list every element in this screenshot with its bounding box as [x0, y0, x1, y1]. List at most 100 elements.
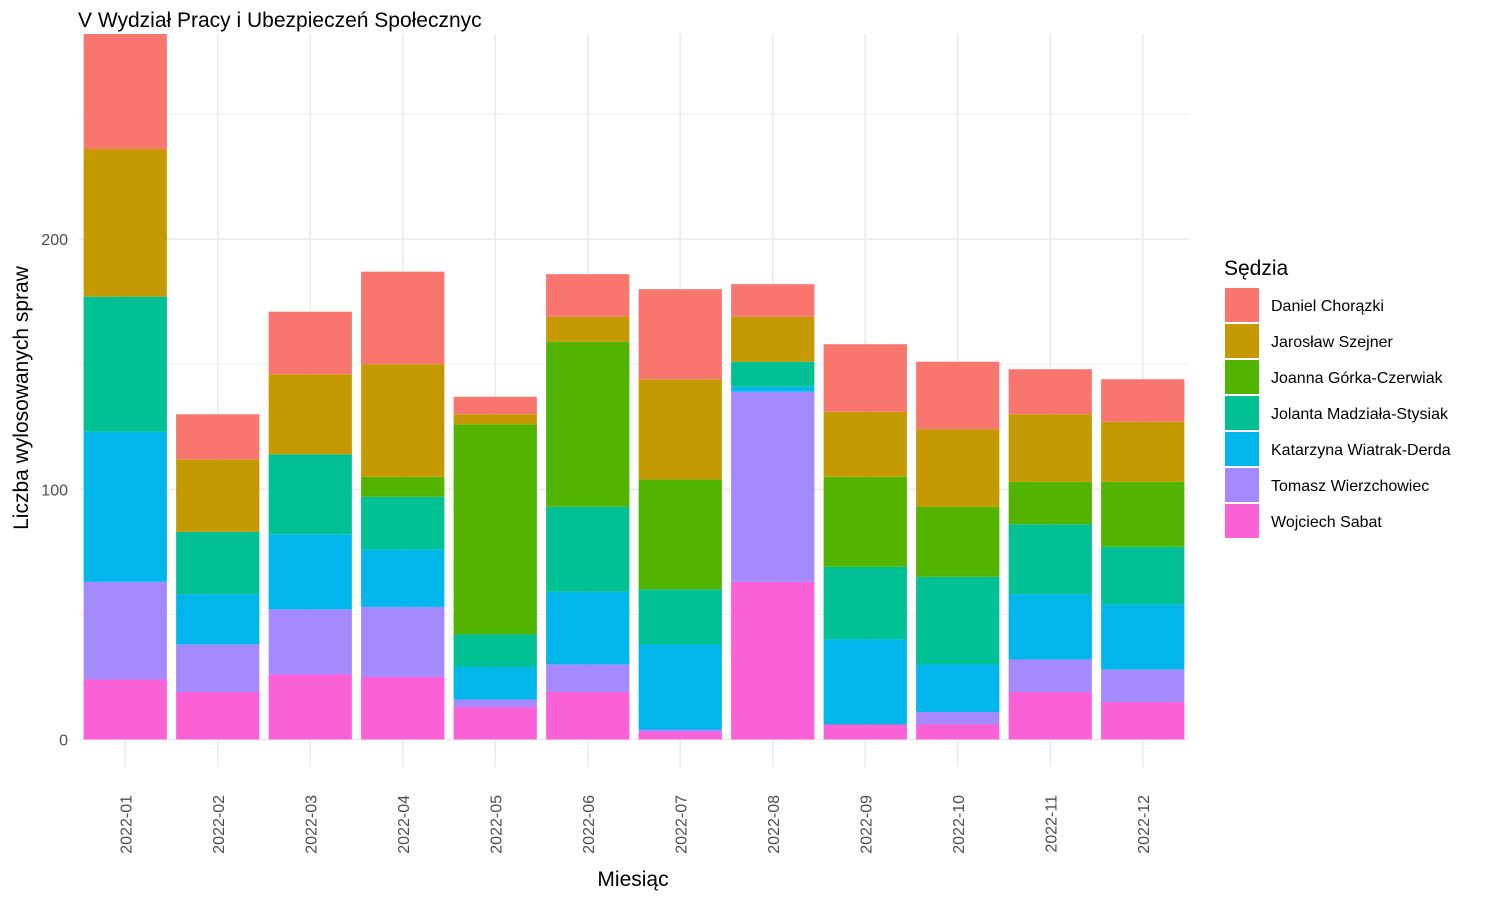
- bar-segment: [176, 594, 260, 645]
- legend-label: Katarzyna Wiatrak-Derda: [1271, 442, 1451, 459]
- bar-segment: [823, 639, 907, 725]
- x-tick-label: 2022-11: [1043, 795, 1060, 853]
- bar-segment: [1101, 604, 1185, 670]
- bar-segment: [453, 396, 537, 415]
- bar-segment: [638, 644, 722, 730]
- bar-segment: [1008, 659, 1092, 692]
- legend-swatch: [1225, 324, 1259, 358]
- bar-segment: [361, 271, 445, 365]
- bar-segment: [268, 609, 352, 675]
- x-tick-label: 2022-02: [211, 795, 228, 854]
- bar-segment: [638, 479, 722, 590]
- bar-segment: [268, 674, 352, 740]
- bar-segment: [546, 664, 630, 692]
- legend-swatch: [1225, 360, 1259, 394]
- legend-label: Tomasz Wierzchowiec: [1271, 478, 1429, 495]
- bar-segment: [731, 386, 815, 392]
- bar-segment: [83, 149, 167, 297]
- legend-swatch: [1225, 468, 1259, 502]
- bar-segment: [268, 311, 352, 375]
- x-tick-label: 2022-08: [766, 795, 783, 854]
- bar-segment: [176, 531, 260, 595]
- bar-segment: [83, 296, 167, 432]
- y-tick-label: 0: [59, 732, 68, 749]
- legend-label: Wojciech Sabat: [1271, 514, 1382, 531]
- bar-segment: [453, 666, 537, 700]
- x-tick-label: 2022-01: [118, 795, 135, 854]
- legend: Sędzia Daniel Chorązki Jarosław Szejner Jo…: [1224, 257, 1451, 538]
- bar-segment: [638, 729, 722, 732]
- y-tick-label: 100: [41, 482, 68, 499]
- bar-segment: [731, 316, 815, 362]
- bar-segment: [638, 379, 722, 480]
- x-axis-ticks: 2022-01 2022-02 2022-03 2022-04 2022-05 2022-…: [118, 795, 1153, 854]
- bar-segment: [176, 644, 260, 692]
- bar-segment: [1008, 524, 1092, 595]
- y-axis-ticks: 0 100 200: [41, 232, 68, 749]
- x-axis-title: Miesiąc: [597, 868, 668, 891]
- bar-segment: [268, 454, 352, 535]
- bar-segment: [453, 424, 537, 635]
- legend-title: Sędzia: [1224, 257, 1289, 280]
- bar-segment: [546, 341, 630, 507]
- bar-segment: [546, 691, 630, 740]
- bar-segment: [176, 691, 260, 740]
- bar-segment: [916, 664, 1000, 712]
- bar-segment: [638, 289, 722, 380]
- bar-segment: [453, 414, 537, 425]
- bar-segment: [546, 274, 630, 317]
- x-tick-label: 2022-07: [673, 795, 690, 854]
- bar-segment: [361, 496, 445, 550]
- bar-segment: [731, 361, 815, 387]
- x-tick-label: 2022-09: [858, 795, 875, 854]
- bar-segment: [1008, 481, 1092, 525]
- bar-segment: [453, 706, 537, 740]
- bar-segment: [1008, 594, 1092, 660]
- bar-segment: [731, 581, 815, 740]
- bar-segment: [731, 391, 815, 582]
- legend-swatch: [1225, 504, 1259, 538]
- bar-segment: [546, 506, 630, 592]
- bar-segment: [823, 476, 907, 567]
- bar-segment: [83, 581, 167, 680]
- x-tick-label: 2022-12: [1136, 795, 1153, 854]
- bar-segment: [361, 606, 445, 677]
- bar-segment: [83, 34, 167, 150]
- bars: [83, 34, 1185, 740]
- bar-segment: [916, 711, 1000, 725]
- x-tick-label: 2022-03: [303, 795, 320, 854]
- bar-segment: [1008, 369, 1092, 415]
- legend-label: Joanna Górka-Czerwiak: [1271, 370, 1444, 387]
- legend-label: Jarosław Szejner: [1271, 334, 1394, 351]
- bar-segment: [176, 414, 260, 460]
- bar-segment: [83, 431, 167, 582]
- x-tick-label: 2022-06: [581, 795, 598, 854]
- bar-segment: [916, 506, 1000, 577]
- bar-segment: [453, 634, 537, 667]
- bar-segment: [731, 284, 815, 317]
- bar-segment: [823, 411, 907, 477]
- x-tick-label: 2022-05: [488, 795, 505, 854]
- bar-segment: [1008, 414, 1092, 482]
- legend-swatch: [1225, 396, 1259, 430]
- chart-title: V Wydział Pracy i Ubezpieczeń Społecznyc: [78, 9, 482, 32]
- bar-segment: [1101, 701, 1185, 740]
- legend-label: Daniel Chorązki: [1271, 298, 1384, 315]
- bar-segment: [1101, 546, 1185, 605]
- bar-segment: [1008, 691, 1092, 740]
- bar-segment: [361, 364, 445, 477]
- bar-segment: [361, 676, 445, 740]
- bar-segment: [546, 316, 630, 342]
- bar-segment: [1101, 379, 1185, 422]
- x-tick-label: 2022-10: [951, 795, 968, 854]
- bar-segment: [361, 549, 445, 607]
- bar-segment: [823, 566, 907, 640]
- bar-segment: [823, 344, 907, 412]
- bar-segment: [1101, 481, 1185, 547]
- bar-segment: [546, 591, 630, 665]
- bar-segment: [916, 361, 1000, 430]
- bar-segment: [1101, 421, 1185, 482]
- legend-swatch: [1225, 432, 1259, 466]
- x-tick-label: 2022-04: [396, 795, 413, 854]
